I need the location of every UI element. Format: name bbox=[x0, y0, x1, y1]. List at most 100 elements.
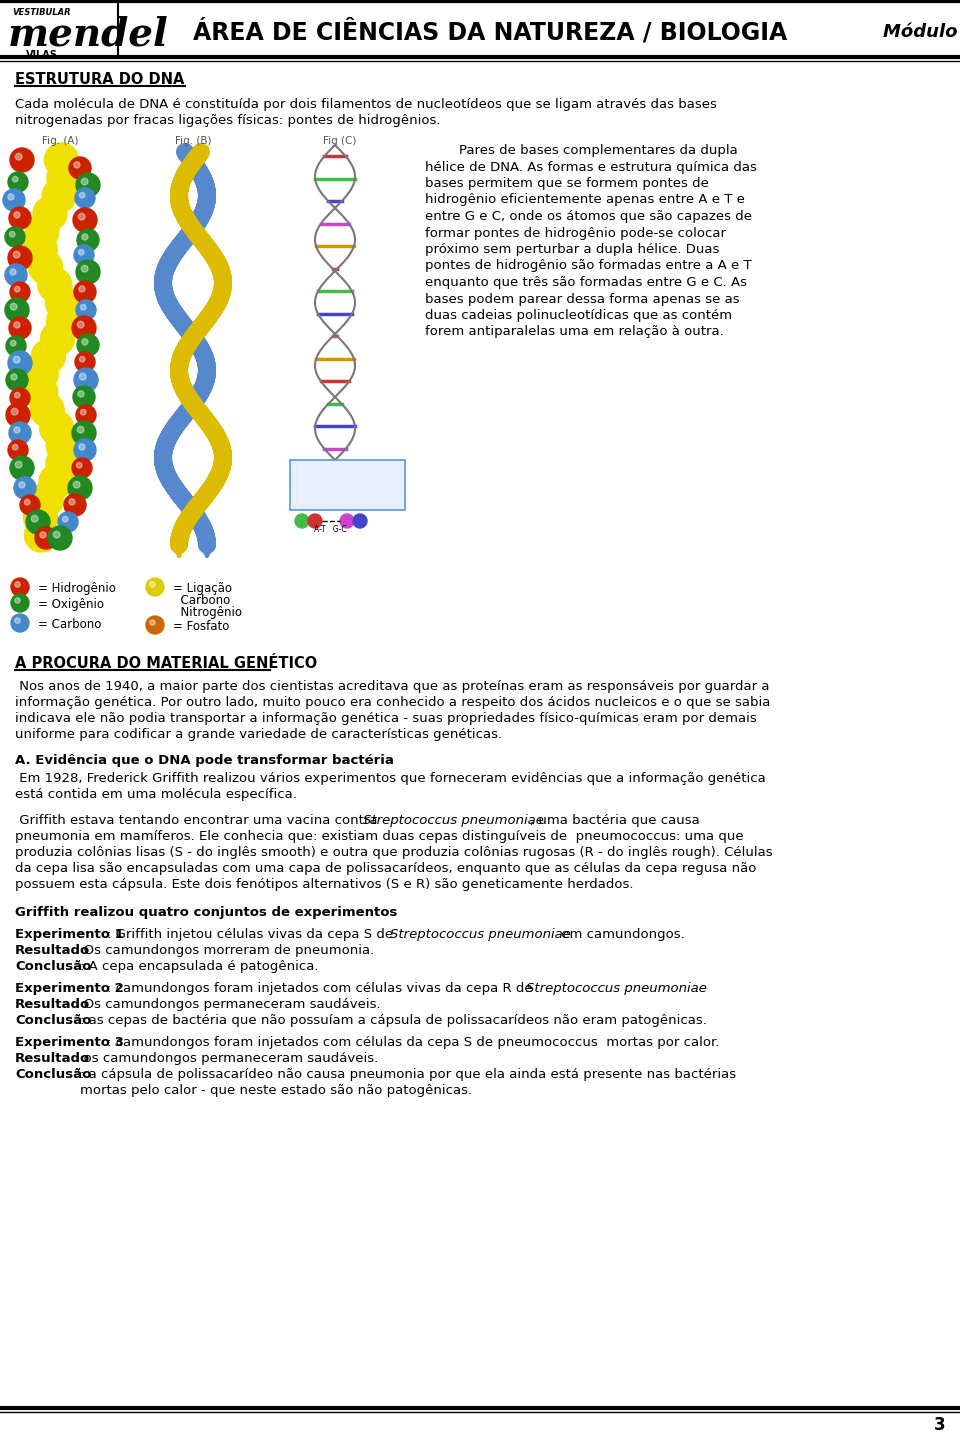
Text: : A cepa encapsulada é patogênica.: : A cepa encapsulada é patogênica. bbox=[80, 960, 319, 973]
Text: forem antiparalelas uma em relação à outra.: forem antiparalelas uma em relação à out… bbox=[425, 326, 724, 339]
Circle shape bbox=[47, 161, 81, 195]
Circle shape bbox=[76, 405, 96, 425]
Text: Experimento 3: Experimento 3 bbox=[15, 1036, 124, 1049]
Circle shape bbox=[79, 443, 85, 451]
Circle shape bbox=[308, 514, 322, 528]
Circle shape bbox=[14, 392, 20, 397]
Text: formar pontes de hidrogênio pode-se colocar: formar pontes de hidrogênio pode-se colo… bbox=[425, 227, 726, 240]
Text: pneumonia em mamíferos. Ele conhecia que: existiam duas cepas distinguíveis de  : pneumonia em mamíferos. Ele conhecia que… bbox=[15, 829, 744, 842]
Text: = Hidrogênio: = Hidrogênio bbox=[38, 583, 116, 596]
Circle shape bbox=[8, 172, 28, 192]
Text: em camundongos.: em camundongos. bbox=[557, 928, 684, 941]
Circle shape bbox=[81, 304, 86, 310]
Text: Fig. (B): Fig. (B) bbox=[175, 136, 211, 146]
Circle shape bbox=[29, 250, 62, 284]
Circle shape bbox=[12, 177, 18, 182]
Circle shape bbox=[77, 334, 99, 356]
Circle shape bbox=[48, 527, 72, 550]
Circle shape bbox=[32, 340, 65, 373]
Circle shape bbox=[10, 148, 34, 172]
Circle shape bbox=[30, 482, 63, 517]
Text: = Oxigênio: = Oxigênio bbox=[38, 598, 104, 611]
Circle shape bbox=[24, 518, 59, 552]
Circle shape bbox=[23, 232, 58, 267]
Text: Experimento 1: Experimento 1 bbox=[15, 928, 124, 941]
Text: : camundongos foram injetados com células da cepa S de pneumococcus  mortas por : : camundongos foram injetados com célula… bbox=[107, 1036, 719, 1049]
Circle shape bbox=[15, 154, 22, 159]
Text: Fig. (A): Fig. (A) bbox=[41, 136, 79, 146]
Text: VESTIBULAR: VESTIBULAR bbox=[12, 9, 71, 17]
Text: = Ligação: = Ligação bbox=[173, 583, 232, 596]
Circle shape bbox=[20, 495, 40, 515]
Circle shape bbox=[11, 614, 29, 631]
Circle shape bbox=[295, 514, 309, 528]
Circle shape bbox=[9, 422, 31, 443]
Circle shape bbox=[79, 250, 84, 255]
Text: Carbono: Carbono bbox=[173, 594, 230, 607]
Circle shape bbox=[77, 426, 84, 433]
Circle shape bbox=[13, 212, 20, 218]
Circle shape bbox=[6, 336, 26, 356]
Circle shape bbox=[37, 268, 72, 301]
Circle shape bbox=[14, 287, 20, 291]
Circle shape bbox=[14, 476, 36, 499]
Circle shape bbox=[77, 321, 84, 329]
Circle shape bbox=[8, 245, 32, 270]
Circle shape bbox=[42, 179, 76, 212]
Circle shape bbox=[3, 189, 25, 211]
Text: Experimento 2: Experimento 2 bbox=[15, 982, 124, 994]
Text: Nitrogênio: Nitrogênio bbox=[173, 606, 242, 618]
Circle shape bbox=[35, 527, 57, 550]
Text: indicava ele não podia transportar a informação genética - suas propriedades fís: indicava ele não podia transportar a inf… bbox=[15, 712, 756, 725]
Text: A. Evidência que o DNA pode transformar bactéria: A. Evidência que o DNA pode transformar … bbox=[15, 753, 394, 766]
Circle shape bbox=[32, 515, 38, 522]
Circle shape bbox=[64, 494, 86, 517]
Text: Griffith realizou quatro conjuntos de experimentos: Griffith realizou quatro conjuntos de ex… bbox=[15, 905, 397, 918]
Circle shape bbox=[62, 517, 68, 522]
Circle shape bbox=[74, 162, 80, 168]
Circle shape bbox=[82, 339, 88, 344]
Text: hélice de DNA. As formas e estrutura química das: hélice de DNA. As formas e estrutura quí… bbox=[425, 161, 756, 174]
Circle shape bbox=[10, 268, 16, 276]
Text: Conclusão: Conclusão bbox=[15, 1015, 91, 1027]
Text: Griffith estava tentando encontrar uma vacina contra: Griffith estava tentando encontrar uma v… bbox=[15, 814, 382, 827]
Text: uniforme para codificar a grande variedade de características genéticas.: uniforme para codificar a grande varieda… bbox=[15, 728, 502, 740]
Circle shape bbox=[12, 445, 18, 451]
Circle shape bbox=[24, 375, 58, 409]
Circle shape bbox=[78, 390, 84, 397]
Text: Streptococcus pneumoniae: Streptococcus pneumoniae bbox=[526, 982, 707, 994]
Text: mendel: mendel bbox=[8, 14, 169, 53]
Text: Streptococcus pneumoniae: Streptococcus pneumoniae bbox=[363, 814, 544, 827]
Text: bases podem parear dessa forma apenas se as: bases podem parear dessa forma apenas se… bbox=[425, 293, 739, 306]
Text: bases permitem que se formem pontes de: bases permitem que se formem pontes de bbox=[425, 177, 708, 189]
Text: possuem esta cápsula. Este dois fenótipos alternativos (S e R) são geneticamente: possuem esta cápsula. Este dois fenótipo… bbox=[15, 878, 634, 891]
Circle shape bbox=[10, 456, 34, 479]
Circle shape bbox=[14, 598, 20, 603]
Circle shape bbox=[76, 174, 100, 197]
Circle shape bbox=[6, 369, 28, 390]
Text: :: : bbox=[330, 905, 334, 918]
Circle shape bbox=[14, 618, 20, 623]
Circle shape bbox=[72, 316, 96, 340]
Text: : a cápsula de polissacarídeo não causa pneumonia por que ela ainda está present: : a cápsula de polissacarídeo não causa … bbox=[80, 1068, 736, 1081]
Circle shape bbox=[150, 581, 156, 587]
Text: : Griffith injetou células vivas da cepa S de: : Griffith injetou células vivas da cepa… bbox=[107, 928, 397, 941]
Text: ÁREA DE CIÊNCIAS DA NATUREZA / BIOLOGIA: ÁREA DE CIÊNCIAS DA NATUREZA / BIOLOGIA bbox=[193, 19, 787, 44]
Circle shape bbox=[26, 509, 50, 534]
Text: informação genética. Por outro lado, muito pouco era conhecido a respeito dos ác: informação genética. Por outro lado, mui… bbox=[15, 696, 770, 709]
Text: .: . bbox=[695, 982, 699, 994]
Circle shape bbox=[6, 403, 30, 428]
Text: : camundongos foram injetados com células vivas da cepa R de: : camundongos foram injetados com célula… bbox=[107, 982, 537, 994]
Circle shape bbox=[39, 465, 73, 498]
Text: 3: 3 bbox=[934, 1416, 946, 1434]
Text: = Fosfato: = Fosfato bbox=[173, 620, 229, 633]
Text: Resultado: Resultado bbox=[15, 997, 90, 1012]
Circle shape bbox=[146, 616, 164, 634]
Circle shape bbox=[10, 283, 30, 301]
Circle shape bbox=[25, 214, 60, 248]
Text: nitrogenadas por fracas ligações físicas: pontes de hidrogênios.: nitrogenadas por fracas ligações físicas… bbox=[15, 113, 441, 128]
Circle shape bbox=[5, 264, 27, 286]
Text: Fig (C): Fig (C) bbox=[324, 136, 357, 146]
Text: hidrogênio eficientemente apenas entre A e T e: hidrogênio eficientemente apenas entre A… bbox=[425, 194, 745, 207]
Circle shape bbox=[5, 227, 25, 247]
